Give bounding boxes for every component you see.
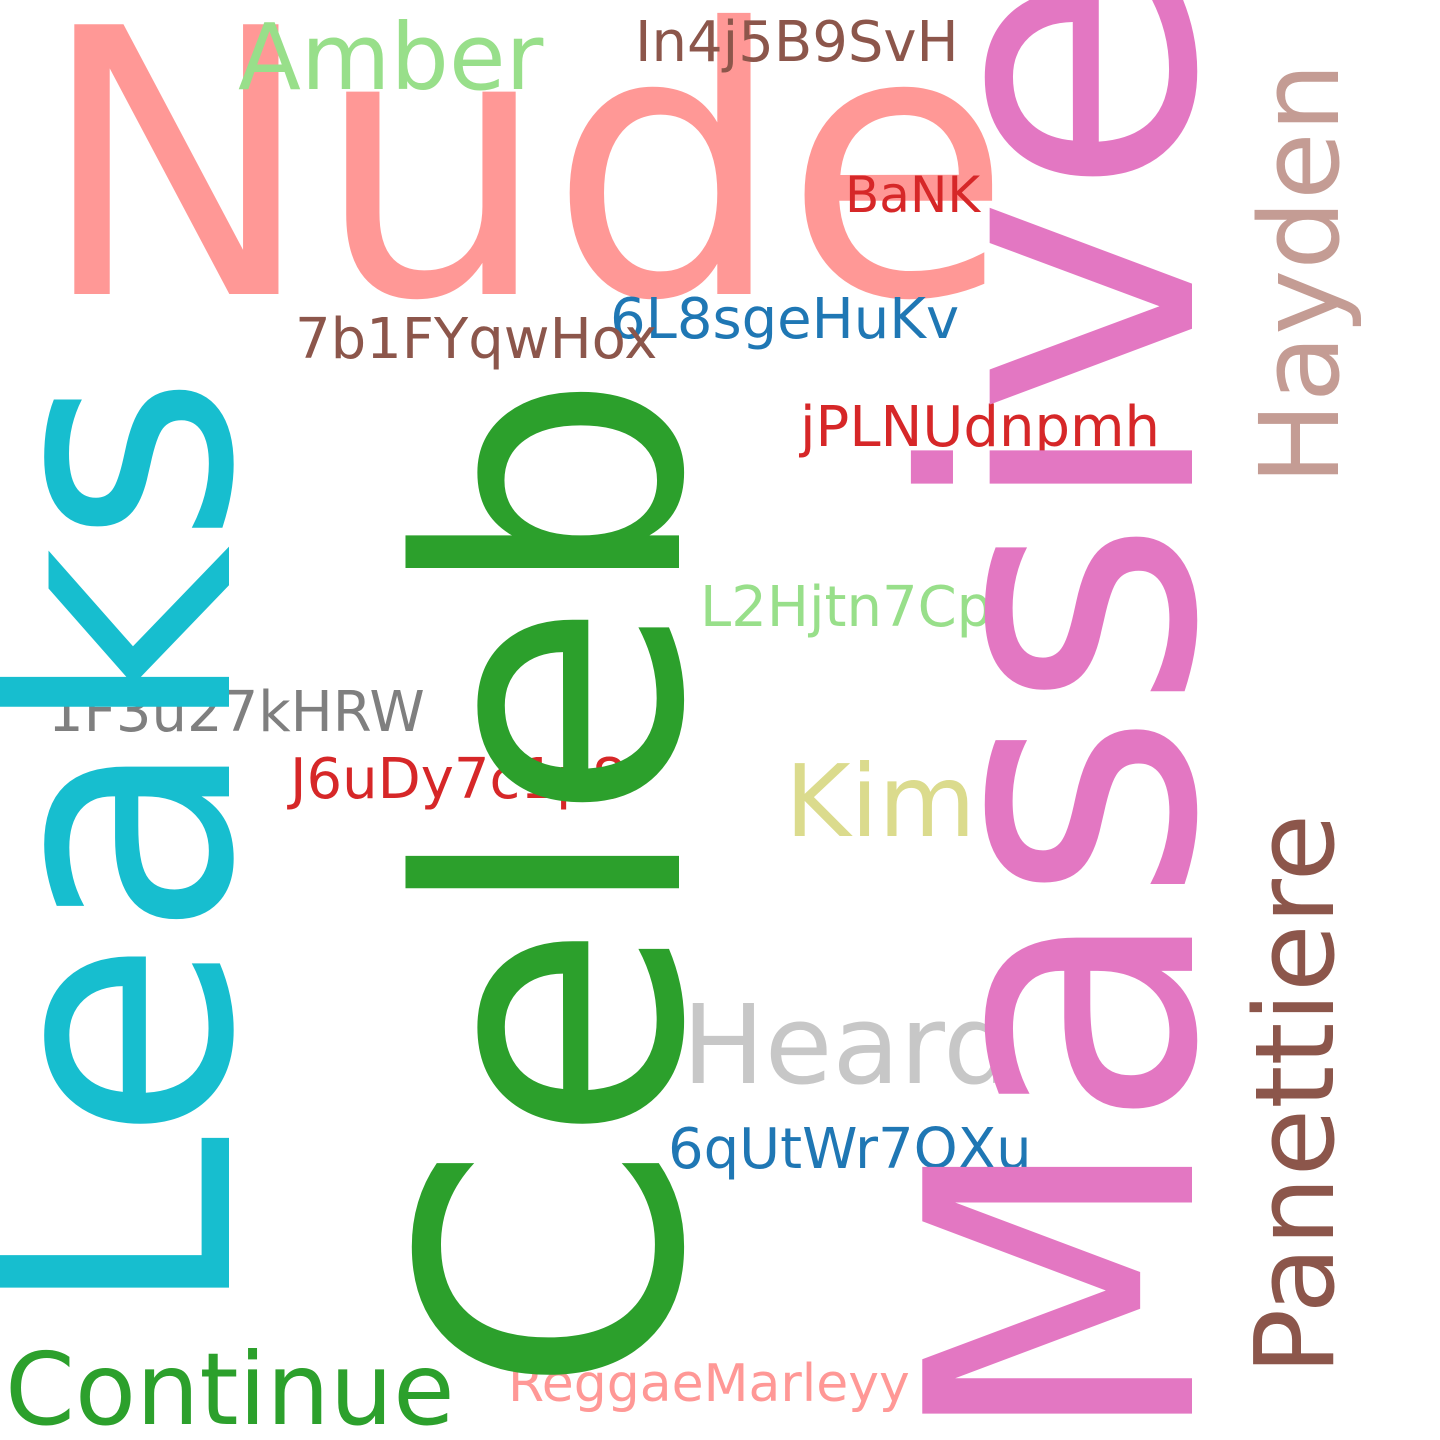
word-hayden: Hayden bbox=[1236, 62, 1364, 485]
word-continue: Continue bbox=[5, 1331, 455, 1440]
word-l2hjtn7cpj: L2Hjtn7Cpj bbox=[700, 575, 1008, 640]
word-nude: Nude bbox=[38, 0, 1012, 382]
word-6l8sgehukv: 6L8sgeHuKv bbox=[610, 287, 960, 352]
word-amber: Amber bbox=[238, 4, 544, 111]
word-leaks: Leaks bbox=[0, 373, 307, 1320]
word-kim: Kim bbox=[785, 743, 976, 860]
word-1f3u27khrw: 1F3u27kHRW bbox=[48, 680, 425, 745]
word-jplnudnpmh: jPLNUdnpmh bbox=[800, 395, 1161, 460]
word-j6udy7c1p8: J6uDy7c1p8 bbox=[290, 747, 628, 812]
word-6qutwr7qxu: 6qUtWr7QXu bbox=[668, 1117, 1032, 1182]
word-in4j5b9svh: In4j5B9SvH bbox=[635, 10, 959, 75]
word-massive: Massive bbox=[850, 0, 1280, 1440]
word-heard: Heard bbox=[682, 981, 1013, 1109]
word-panettiere: Panettiere bbox=[1231, 813, 1359, 1375]
word-bank: BaNK bbox=[845, 166, 981, 224]
word-celeb: Celeb bbox=[345, 372, 764, 1395]
word-7b1fyqwhox: 7b1FYqwHox bbox=[295, 307, 658, 372]
word-reggaemarleyy: ReggaeMarleyy bbox=[508, 1354, 910, 1414]
